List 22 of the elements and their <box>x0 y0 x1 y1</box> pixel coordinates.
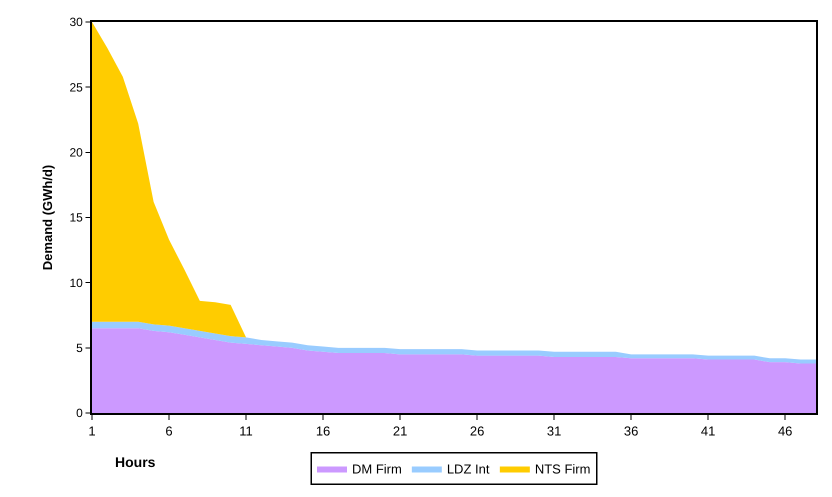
x-tick-label: 26 <box>470 423 484 438</box>
y-tick-label: 10 <box>69 276 84 290</box>
y-tick-label: 25 <box>69 80 84 94</box>
x-tick-label: 16 <box>316 423 330 438</box>
y-axis-title: Demand (GWh/d) <box>40 164 55 270</box>
x-tick-label: 36 <box>624 423 638 438</box>
x-tick-label: 31 <box>546 423 562 438</box>
y-tick-label: 30 <box>69 15 84 30</box>
y-tick-label: 15 <box>69 210 84 225</box>
x-tick-label: 46 <box>778 423 792 438</box>
x-tick-label: 1 <box>88 423 96 438</box>
legend-label: NTS Firm <box>534 462 590 477</box>
legend-label: LDZ Int <box>446 462 490 477</box>
y-tick-label: 0 <box>76 406 84 420</box>
legend-label: DM Firm <box>352 462 402 477</box>
x-axis-title: Hours <box>115 454 156 470</box>
x-tick-label: 21 <box>392 423 408 438</box>
x-tick-label: 41 <box>700 423 716 438</box>
y-tick-label: 20 <box>69 146 84 160</box>
x-tick-label: 11 <box>239 423 253 438</box>
x-tick-label: 6 <box>165 423 173 438</box>
y-tick-label: 5 <box>76 341 84 356</box>
